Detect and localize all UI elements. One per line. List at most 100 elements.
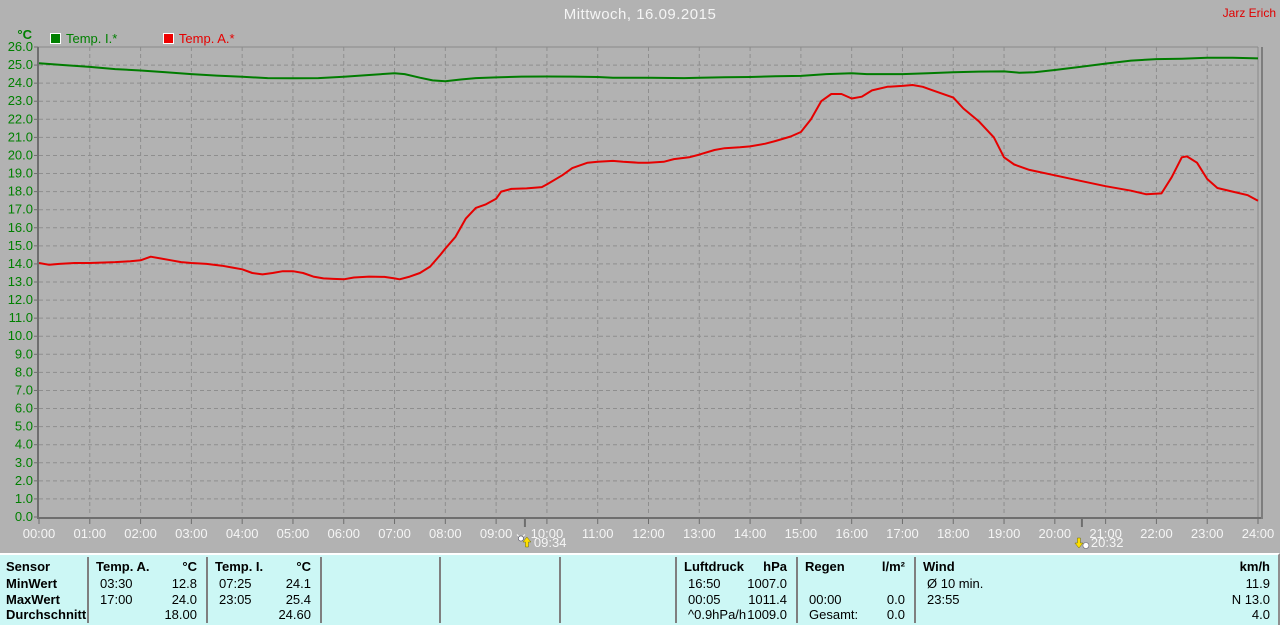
y-tick-label: 17.0: [8, 202, 33, 217]
y-tick-label: 12.0: [8, 292, 33, 307]
y-tick-label: 24.0: [8, 75, 33, 90]
stat-measure-value: 11.9: [1245, 576, 1270, 591]
y-tick-label: 10.0: [8, 328, 33, 343]
stat-measure-value: N 13.0: [1231, 592, 1270, 607]
stat-time-value: Gesamt:: [809, 607, 859, 622]
set-marker-icon: [1074, 537, 1084, 549]
y-tick-label: 26.0: [8, 39, 33, 54]
stat-time-value: 23:05: [219, 592, 252, 607]
stat-col-unit: °C: [296, 559, 311, 574]
temp-outside-line: [38, 84, 1259, 281]
x-tick-label: 17:00: [886, 526, 919, 541]
y-tick-label: 19.0: [8, 166, 33, 181]
table-column-divider: [87, 557, 89, 623]
table-column-divider: [206, 557, 208, 623]
y-tick-label: 18.0: [8, 184, 33, 199]
table-column-divider: [320, 557, 322, 623]
y-tick-label: 22.0: [8, 111, 33, 126]
x-tick-label: 13:00: [683, 526, 716, 541]
y-tick-label: 25.0: [8, 57, 33, 72]
y-tick-label: 15.0: [8, 238, 33, 253]
temperature-line-chart: 26.0 25.0 24.0 23.0 22.0 21.0 20.0 19.0 18.0 17.0…: [8, 39, 1275, 550]
stat-row-label: Sensor: [6, 559, 51, 574]
owner-label: Jarz Erich: [1222, 6, 1276, 20]
stat-measure-value: 24.0: [171, 592, 197, 607]
x-tick-label: 04:00: [226, 526, 259, 541]
x-tick-label: 01:00: [74, 526, 107, 541]
x-tick-label: 14:00: [734, 526, 767, 541]
x-tick-label: 12:00: [632, 526, 665, 541]
marker-time-label: 09:34: [534, 535, 567, 550]
y-tick-label: 16.0: [8, 220, 33, 235]
stat-col-unit: km/h: [1239, 559, 1270, 574]
y-tick-label: 11.0: [9, 310, 33, 325]
page-title: Mittwoch, 16.09.2015: [563, 6, 717, 23]
stat-measure-value: 0.0: [886, 607, 905, 622]
stat-col-unit: hPa: [763, 559, 787, 574]
x-tick-label: 02:00: [124, 526, 157, 541]
stat-col-header: Wind: [923, 559, 955, 574]
temp-inside-line: [38, 56, 1259, 83]
y-tick-label: 4.0: [15, 437, 33, 452]
x-tick-label: 20:00: [1039, 526, 1072, 541]
stat-col-header: Regen: [805, 559, 845, 574]
stat-col-unit: °C: [182, 559, 197, 574]
y-tick-label: 9.0: [15, 346, 33, 361]
stat-row-label: MinWert: [6, 576, 58, 591]
stat-measure-value: 1009.0: [747, 607, 787, 622]
y-tick-label: 1.0: [15, 491, 33, 506]
stat-measure-value: 0.0: [886, 592, 905, 607]
stat-measure-value: 18.00: [164, 607, 197, 622]
x-tick-label: 23:00: [1191, 526, 1224, 541]
y-tick-label: 0.0: [15, 509, 33, 524]
x-tick-label: 15:00: [785, 526, 818, 541]
stat-row-label: Durchschnitt: [6, 607, 87, 622]
table-column-divider: [675, 557, 677, 623]
set-marker-icon: [1082, 542, 1090, 549]
x-tick-label: 06:00: [327, 526, 360, 541]
stat-time-value: ^0.9hPa/h: [688, 607, 747, 622]
stat-time-value: 17:00: [100, 592, 133, 607]
y-tick-label: 14.0: [8, 256, 33, 271]
y-tick-label: 21.0: [8, 129, 33, 144]
x-tick-label: 07:00: [378, 526, 411, 541]
marker-time-label: 20:32: [1091, 535, 1124, 550]
stat-col-header: Temp. I.: [215, 559, 264, 574]
legend-swatch-temp-inside: [50, 33, 61, 45]
x-tick-label: 08:00: [429, 526, 462, 541]
stat-measure-value: 4.0: [1251, 607, 1270, 622]
y-tick-label: 7.0: [15, 382, 33, 397]
x-tick-label: 03:00: [175, 526, 208, 541]
y-tick-label: 23.0: [8, 93, 33, 108]
legend-swatch-temp-outside: [162, 33, 174, 45]
stat-measure-value: 24.1: [285, 576, 311, 591]
stat-time-value: 00:05: [688, 592, 721, 607]
y-axis-unit-label: °C: [17, 27, 32, 42]
x-tick-label: 19:00: [988, 526, 1021, 541]
x-tick-label: 22:00: [1140, 526, 1173, 541]
stat-col-header: Temp. A.: [96, 559, 150, 574]
stat-measure-value: 12.8: [171, 576, 197, 591]
stat-col-header: Luftdruck: [684, 559, 744, 574]
y-tick-label: 3.0: [15, 455, 33, 470]
stat-time-value: 23:55: [927, 592, 960, 607]
y-tick-label: 13.0: [8, 274, 33, 289]
stat-time-value: 00:00: [809, 592, 842, 607]
table-column-divider: [559, 557, 561, 623]
x-tick-label: 18:00: [937, 526, 970, 541]
legend-label-temp-outside: Temp. A.*: [178, 31, 235, 47]
stat-measure-value: 1011.4: [748, 592, 787, 607]
stat-time-value: 16:50: [688, 576, 721, 591]
stat-measure-value: 1007.0: [747, 576, 787, 591]
rise-marker-icon: [518, 535, 524, 542]
rise-marker-icon: [522, 536, 532, 548]
x-tick-label: 16:00: [835, 526, 868, 541]
y-tick-label: 2.0: [15, 473, 33, 488]
x-tick-label: 00:00: [23, 526, 56, 541]
stat-col-unit: l/m²: [881, 559, 905, 574]
sensor-stats-table: Sensor MinWert MaxWert Durchschnitt Temp. A.…: [0, 553, 1280, 625]
stat-measure-value: 24.60: [278, 607, 311, 622]
stat-time-value: Ø 10 min.: [927, 576, 984, 591]
y-tick-label: 20.0: [8, 147, 33, 162]
